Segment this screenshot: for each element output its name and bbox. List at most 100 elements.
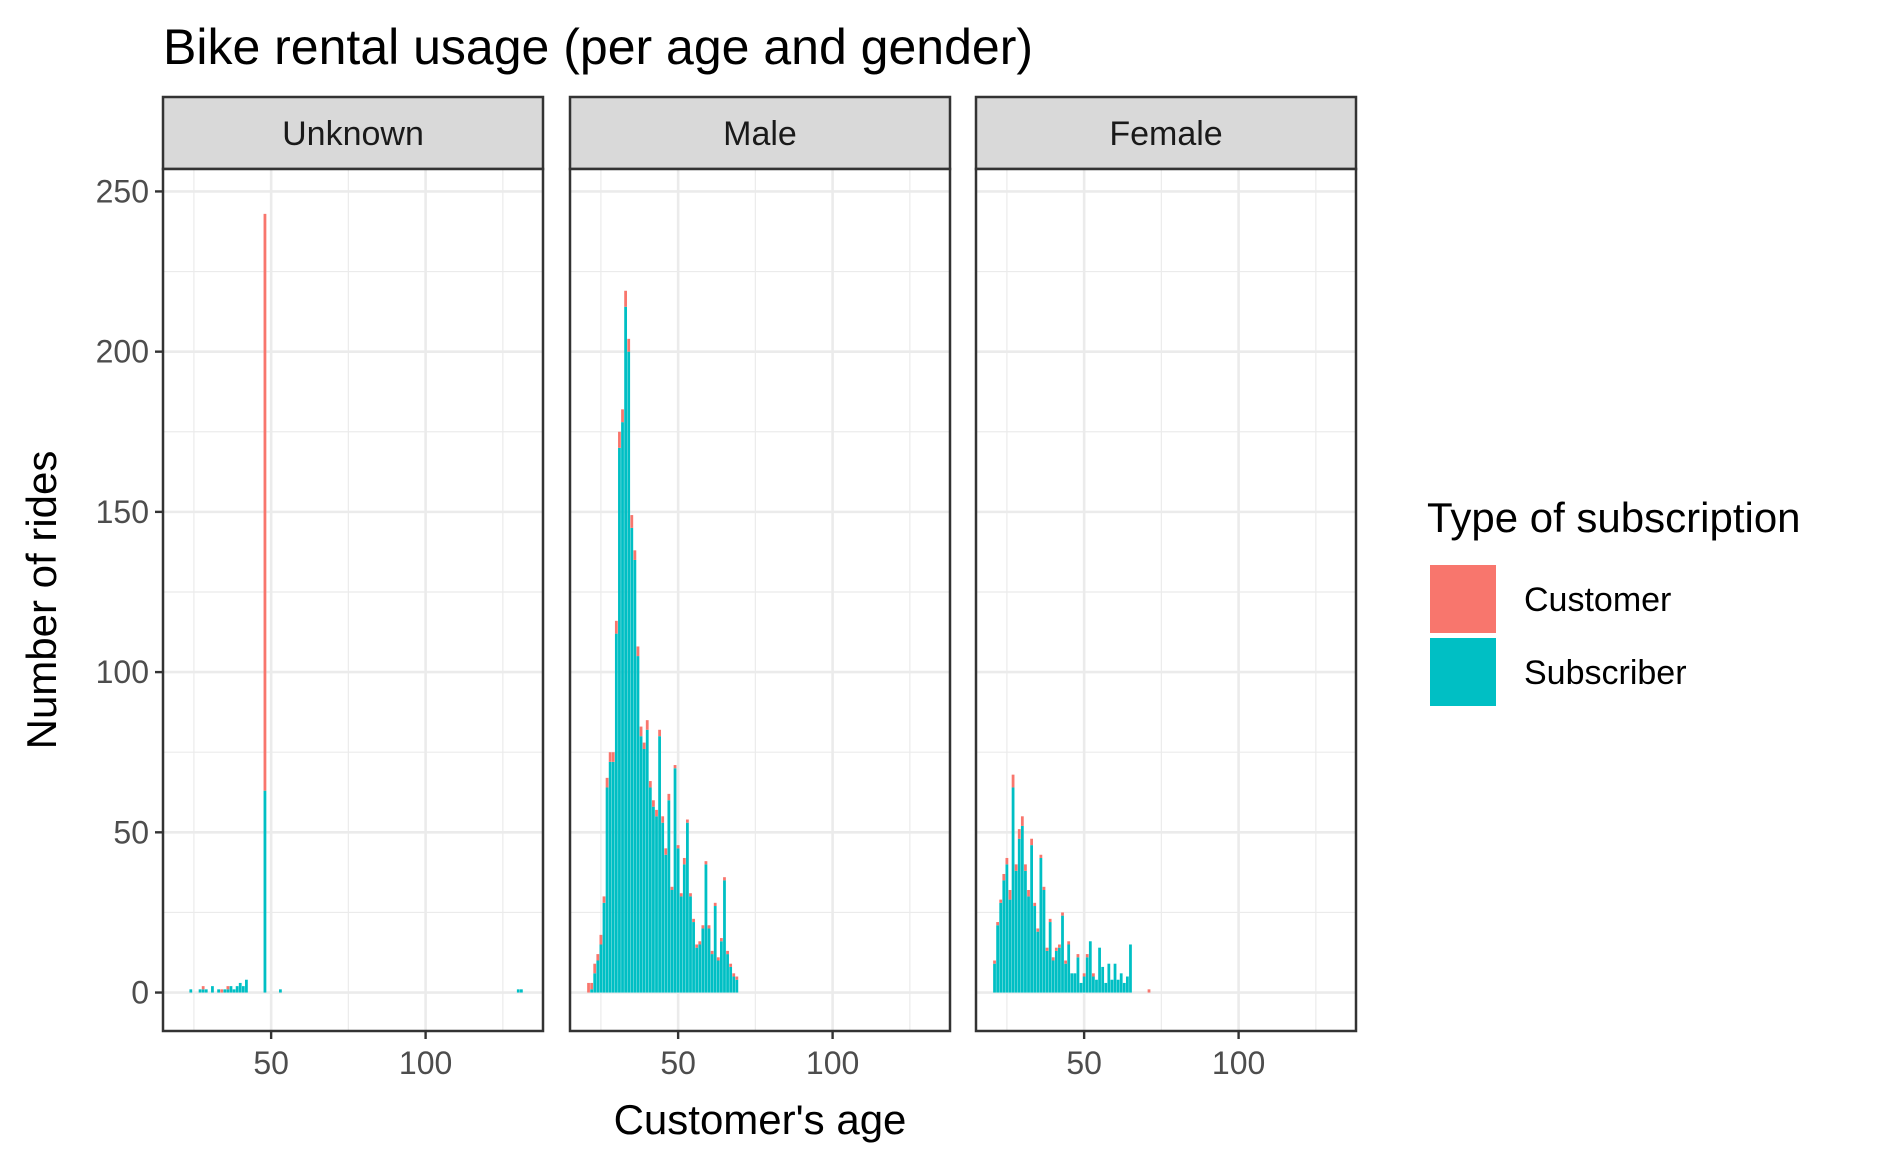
bar-subscriber (189, 989, 193, 993)
bar-subscriber (719, 941, 723, 993)
bar-subscriber (201, 989, 205, 993)
bar-subscriber (519, 989, 523, 993)
bar-customer (593, 963, 597, 974)
bar-subscriber (658, 736, 661, 993)
bar-customer (1014, 864, 1018, 871)
bar-subscriber (611, 761, 615, 993)
bar-subscriber (726, 954, 729, 993)
bar-customer (661, 816, 665, 823)
bar-subscriber (645, 729, 649, 993)
bar-subscriber (238, 982, 242, 993)
bar-customer (587, 982, 590, 993)
bar-subscriber (716, 960, 720, 993)
bar-customer (599, 934, 603, 945)
bar-customer (1036, 928, 1040, 932)
bar-customer (1085, 954, 1089, 958)
bar-customer (1054, 947, 1058, 951)
bar-customer (652, 800, 655, 807)
bar-customer (1048, 918, 1052, 923)
bar-customer (667, 793, 671, 801)
bar-subscriber (1014, 870, 1018, 993)
bar-customer (1045, 947, 1049, 951)
bar-subscriber (516, 989, 520, 993)
y-tick-label: 50 (113, 814, 149, 850)
chart-title: Bike rental usage (per age and gender) (163, 19, 1033, 75)
bar-subscriber (217, 989, 220, 993)
bar-subscriber (599, 944, 603, 993)
bar-customer (201, 986, 205, 990)
bar-subscriber (211, 986, 214, 993)
bar-customer (658, 729, 661, 737)
bar-subscriber (686, 822, 689, 993)
y-tick-label: 0 (131, 975, 149, 1011)
bar-subscriber (627, 351, 631, 993)
bar-customer (673, 765, 677, 769)
x-axis-title: Customer's age (614, 1096, 907, 1143)
bar-subscriber (1017, 838, 1021, 993)
bar-subscriber (676, 848, 680, 993)
bar-customer (689, 893, 692, 897)
legend-title: Type of subscription (1427, 494, 1801, 541)
bar-subscriber (618, 447, 621, 993)
bar-subscriber (605, 787, 609, 993)
facet-strip-label: Unknown (282, 115, 424, 153)
bar-subscriber (1098, 947, 1101, 993)
bar-subscriber (204, 989, 208, 993)
bar-subscriber (198, 989, 202, 993)
bar-subscriber (707, 928, 711, 993)
bar-customer (1024, 864, 1027, 871)
bar-subscriber (729, 966, 733, 993)
bar-subscriber (996, 925, 1000, 993)
bar-subscriber (664, 854, 668, 993)
bar-customer (608, 752, 612, 762)
bar-subscriber (1125, 976, 1129, 993)
bar-customer (735, 976, 739, 980)
facet-strip (161, 95, 545, 171)
bar-subscriber (698, 944, 702, 993)
bar-subscriber (704, 864, 708, 993)
bar-subscriber (263, 790, 267, 993)
bar-subscriber (1119, 973, 1123, 993)
bar-subscriber (279, 989, 282, 993)
bar-subscriber (1064, 963, 1067, 993)
plot-background (163, 169, 543, 1031)
bar-subscriber (1076, 957, 1080, 993)
bar-customer (596, 954, 600, 961)
bar-subscriber (682, 864, 686, 993)
bar-customer (704, 861, 708, 865)
bar-subscriber (1061, 915, 1064, 993)
bar-subscriber (1116, 979, 1120, 993)
plot-background (976, 169, 1356, 1031)
bar-customer (624, 290, 627, 307)
bar-subscriber (689, 896, 692, 993)
bar-customer (682, 857, 686, 865)
x-tick-label: 50 (660, 1045, 696, 1081)
bar-subscriber (1079, 982, 1083, 993)
facet-strip (974, 95, 1358, 171)
bar-subscriber (661, 822, 665, 993)
bar-subscriber (229, 986, 233, 993)
bar-subscriber (636, 656, 640, 993)
bar-subscriber (713, 906, 717, 993)
bar-subscriber (723, 880, 726, 993)
bar-customer (1082, 973, 1086, 977)
bar-subscriber (1092, 976, 1095, 993)
bar-customer (1002, 873, 1006, 881)
bar-subscriber (1011, 787, 1015, 993)
bar-customer (633, 550, 637, 560)
panel-border (974, 167, 1358, 1033)
bar-customer (686, 819, 689, 823)
bar-customer (220, 989, 224, 993)
bar-customer (707, 925, 711, 929)
x-tick-label: 100 (399, 1045, 452, 1081)
bar-customer (642, 742, 646, 750)
bar-customer (1005, 857, 1009, 865)
bar-subscriber (673, 768, 677, 993)
bar-customer (1067, 941, 1071, 945)
bar-subscriber (1070, 973, 1074, 993)
bar-subscriber (624, 306, 627, 993)
legend-key-customer (1430, 565, 1496, 633)
bar-customer (701, 925, 705, 929)
y-tick-label: 250 (96, 173, 149, 209)
